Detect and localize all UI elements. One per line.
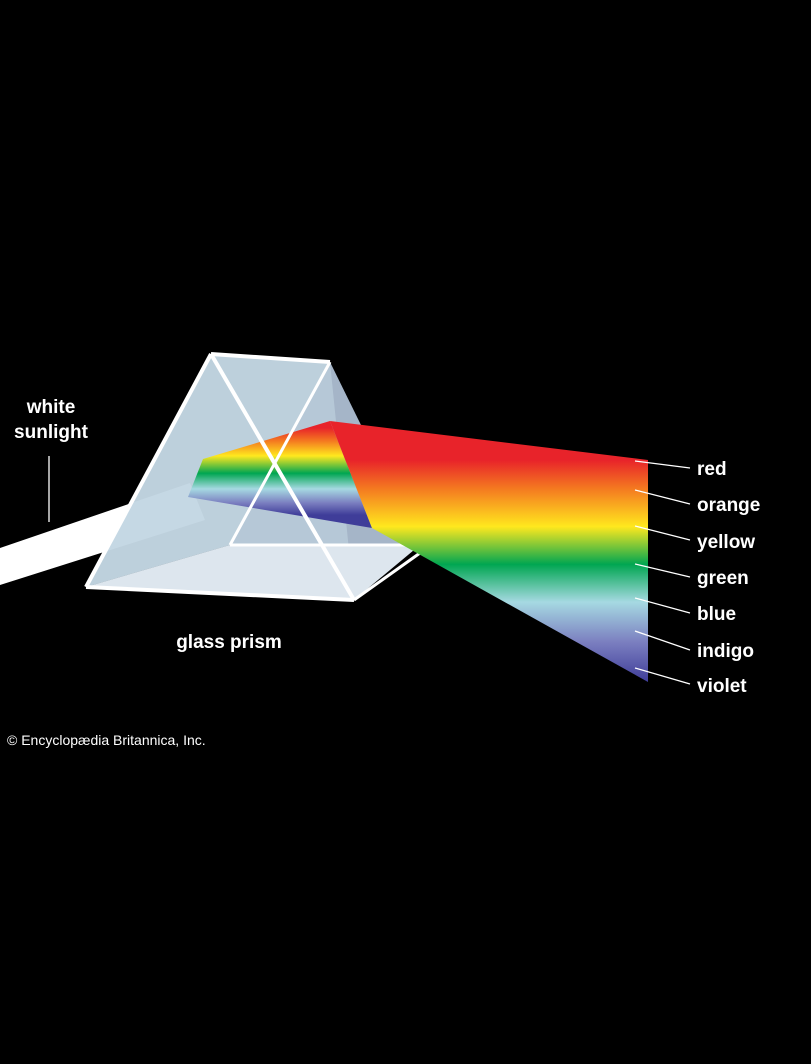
- prism-base-face: [86, 545, 420, 600]
- color-label-yellow: yellow: [697, 532, 755, 553]
- white-sunlight-label-line1: white: [26, 397, 76, 418]
- spectrum-beam: [330, 421, 648, 682]
- glass-prism-label: glass prism: [176, 632, 282, 653]
- leader-indigo: [634, 630, 691, 651]
- white-sunlight-label-line2: sunlight: [14, 422, 89, 443]
- copyright-credit: © Encyclopædia Britannica, Inc.: [7, 732, 206, 748]
- leader-green: [634, 563, 691, 578]
- leader-blue: [634, 597, 691, 614]
- prism-edges: [84, 352, 421, 602]
- color-label-indigo: indigo: [697, 641, 754, 662]
- color-label-blue: blue: [697, 604, 736, 625]
- leader-orange: [634, 489, 691, 505]
- color-labels: red orange yellow green blue indigo viol…: [634, 459, 760, 697]
- color-label-orange: orange: [697, 495, 760, 516]
- color-label-green: green: [697, 568, 749, 589]
- color-label-violet: violet: [697, 676, 747, 697]
- color-label-red: red: [697, 459, 727, 480]
- leader-red: [634, 460, 691, 469]
- leader-yellow: [634, 525, 691, 541]
- leader-violet: [634, 667, 691, 685]
